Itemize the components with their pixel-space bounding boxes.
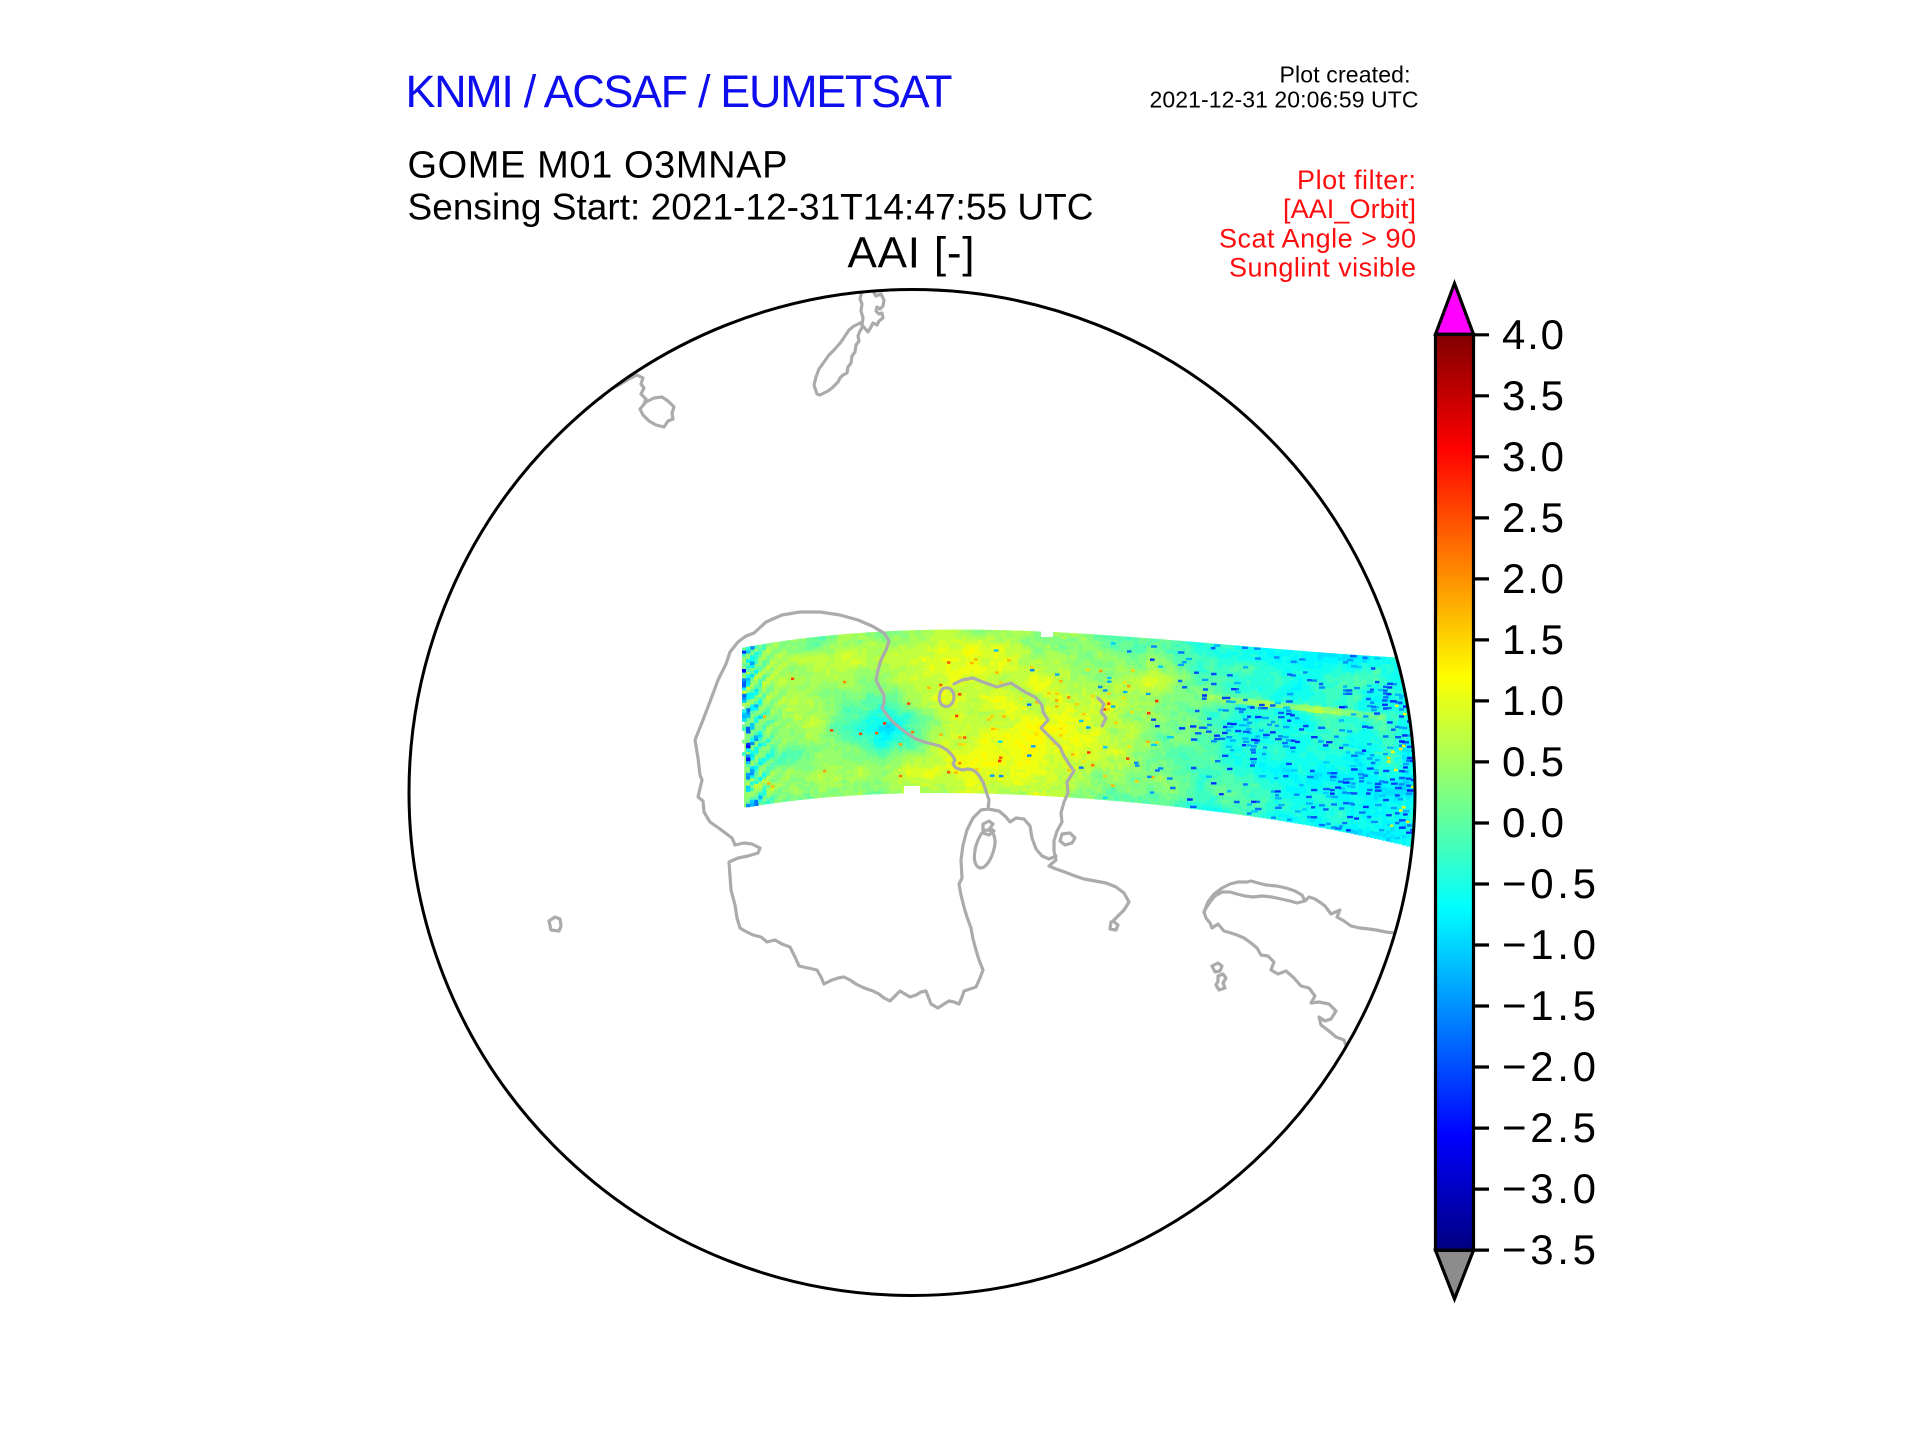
svg-text:Sunglint visible: Sunglint visible xyxy=(1229,252,1416,282)
svg-text:−1.5: −1.5 xyxy=(1502,982,1596,1029)
svg-text:Scat Angle > 90: Scat Angle > 90 xyxy=(1219,223,1416,253)
svg-text:−2.0: −2.0 xyxy=(1502,1043,1596,1090)
svg-text:−0.5: −0.5 xyxy=(1502,860,1596,907)
svg-text:1.5: 1.5 xyxy=(1502,616,1564,663)
svg-text:2.5: 2.5 xyxy=(1502,494,1564,541)
svg-text:−1.0: −1.0 xyxy=(1502,921,1596,968)
svg-text:GOME M01 O3MNAP: GOME M01 O3MNAP xyxy=(408,145,788,187)
svg-text:Sensing Start: 2021-12-31T14:4: Sensing Start: 2021-12-31T14:47:55 UTC xyxy=(408,187,1094,228)
svg-text:Plot filter:: Plot filter: xyxy=(1297,165,1416,195)
svg-text:−3.5: −3.5 xyxy=(1502,1226,1596,1273)
svg-text:AAI [-]: AAI [-] xyxy=(848,229,975,278)
svg-text:−2.5: −2.5 xyxy=(1502,1104,1596,1151)
svg-text:[AAI_Orbit]: [AAI_Orbit] xyxy=(1283,194,1416,224)
svg-text:2021-12-31 20:06:59 UTC: 2021-12-31 20:06:59 UTC xyxy=(1150,86,1419,112)
svg-text:2.0: 2.0 xyxy=(1502,555,1564,602)
svg-text:4.0: 4.0 xyxy=(1502,311,1564,358)
svg-text:3.0: 3.0 xyxy=(1502,433,1564,480)
svg-text:0.0: 0.0 xyxy=(1502,799,1564,846)
svg-text:1.0: 1.0 xyxy=(1502,677,1564,724)
svg-text:Plot created:: Plot created: xyxy=(1280,62,1411,88)
svg-text:0.5: 0.5 xyxy=(1502,738,1564,785)
svg-text:KNMI / ACSAF / EUMETSAT: KNMI / ACSAF / EUMETSAT xyxy=(406,66,953,117)
svg-text:3.5: 3.5 xyxy=(1502,372,1564,419)
svg-text:−3.0: −3.0 xyxy=(1502,1165,1596,1212)
